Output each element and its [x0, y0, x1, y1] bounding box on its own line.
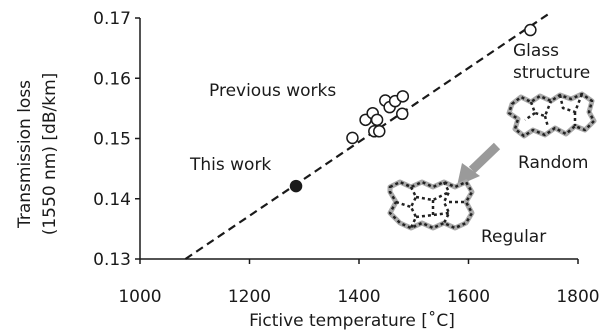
x-tick-label: 1200 [228, 287, 271, 307]
previous-work-point [396, 90, 410, 103]
previous-work-point [346, 131, 359, 145]
x-tick-label: 1000 [118, 287, 161, 307]
regular-structure-illustration [387, 179, 475, 231]
random-structure-illustration [506, 91, 597, 139]
x-axis-title: Fictive temperature [˚C] [249, 310, 455, 331]
y-axis-title: Transmission loss (1550 nm) [dB/km] [15, 73, 60, 236]
y-tick-label: 0.13 [93, 250, 131, 270]
annotation-this-work: This work [189, 155, 271, 175]
previous-work-point [370, 113, 384, 127]
ticks: 1000 1200 1400 1600 1800 0.13 0.14 0.15 0.16 0.17 [93, 9, 599, 307]
y-tick-label: 0.17 [93, 9, 131, 29]
x-tick-label: 1800 [556, 287, 599, 307]
y-tick-label: 0.16 [93, 69, 131, 89]
this-work-point [289, 179, 303, 193]
annotation-regular: Regular [481, 227, 546, 247]
annotation-glass: Glass [513, 41, 559, 61]
previous-work-point [524, 23, 537, 37]
y-tick-label: 0.15 [93, 130, 131, 150]
previous-work-point [396, 107, 409, 121]
x-tick-label: 1600 [447, 287, 490, 307]
y-tick-label: 0.14 [93, 190, 131, 210]
svg-text:Transmission loss: Transmission loss [15, 80, 35, 229]
arrow-icon [457, 142, 501, 186]
data-points [289, 23, 537, 193]
previous-work-point [373, 125, 386, 138]
annotation-previous-works: Previous works [209, 81, 336, 101]
annotation-random: Random [518, 153, 588, 173]
annotation-structure: structure [513, 63, 590, 83]
trend-line [184, 13, 549, 260]
x-tick-label: 1400 [337, 287, 380, 307]
svg-text:(1550 nm) [dB/km]: (1550 nm) [dB/km] [40, 73, 60, 236]
